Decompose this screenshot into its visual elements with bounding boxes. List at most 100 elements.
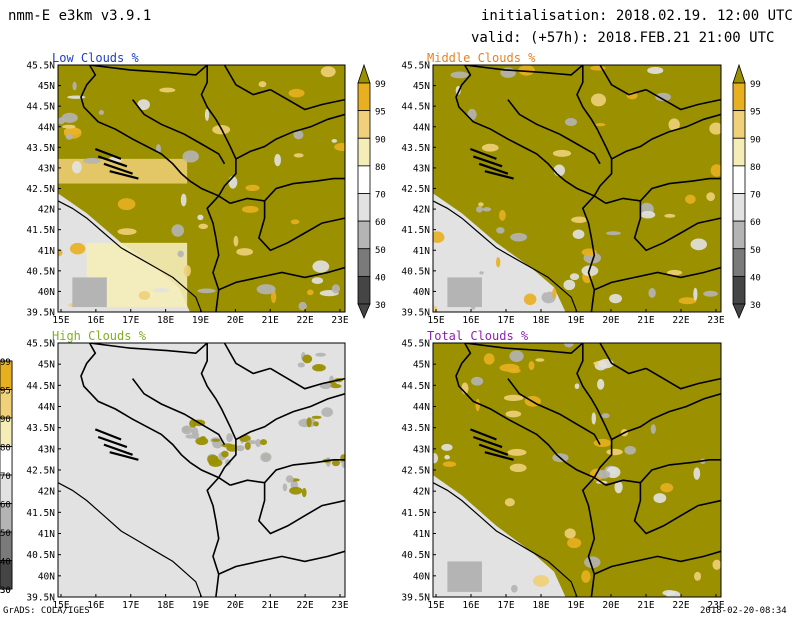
lat-label: 44.5N — [26, 102, 55, 113]
cloud-patch — [181, 425, 193, 435]
cloud-patch — [137, 99, 150, 111]
country-border — [229, 197, 345, 252]
cloud-patch — [508, 368, 521, 374]
cloud-patch — [481, 143, 499, 152]
cloud-patch — [601, 413, 610, 419]
cloud-patch — [83, 157, 101, 164]
island-outline — [94, 147, 122, 160]
colorbar-label: 40 — [375, 273, 386, 283]
country-border — [200, 343, 237, 478]
lat-label: 40N — [413, 571, 430, 582]
country-border — [80, 343, 191, 463]
lon-label: 20E — [602, 600, 619, 611]
lon-label: 21E — [637, 600, 654, 611]
island-outline — [94, 428, 122, 441]
lat-label: 39.5N — [26, 308, 55, 319]
cloud-patch — [597, 378, 605, 390]
cloud-patch — [293, 130, 304, 140]
colorbar-segment — [357, 82, 371, 112]
cloud-patch — [532, 574, 550, 587]
lat-label: 43.5N — [26, 143, 55, 154]
country-border — [645, 367, 721, 390]
cloud-patch — [433, 453, 439, 464]
cloud-patch — [236, 248, 254, 256]
colorbar-label: 50 — [750, 246, 761, 256]
colorbar: 99 95 90 80 70 60 50 40 30 — [357, 63, 386, 320]
cloud-patch — [581, 570, 591, 583]
cloud-patch — [331, 139, 338, 143]
cloud-patch — [450, 71, 469, 79]
island-outline — [103, 162, 133, 175]
lat-label: 41.5N — [26, 225, 55, 236]
lat-label: 39.5N — [401, 593, 430, 604]
colorbar-top-arrow — [732, 63, 746, 84]
colorbar-segment — [357, 193, 371, 222]
cloud-patch — [290, 219, 300, 225]
colorbar-segment — [0, 560, 13, 590]
lon-label: 19E — [192, 315, 209, 326]
colorbar-segment — [732, 275, 746, 305]
lat-label: 40N — [38, 287, 55, 298]
lat-label: 39.5N — [26, 593, 55, 604]
map-field — [433, 65, 721, 312]
coverage-band — [447, 561, 482, 592]
map-panel: Middle Clouds %45.5N 45N 44.5N 44N 43.5N 43N 4… — [401, 51, 760, 326]
cloud-patch — [471, 376, 484, 386]
island-outline — [97, 155, 128, 168]
country-border — [605, 479, 721, 535]
cloud-patch — [690, 238, 707, 251]
cloud-patch — [571, 216, 588, 223]
country-border — [565, 461, 607, 486]
coverage-band — [447, 277, 482, 308]
country-border — [218, 550, 345, 575]
lat-label: 44N — [413, 402, 430, 413]
cloud-patch — [260, 452, 272, 463]
colorbar-label: 70 — [750, 191, 761, 201]
lon-label: 18E — [532, 600, 549, 611]
cloud-patch — [159, 87, 176, 93]
country-border — [593, 266, 721, 291]
cloud-patch — [183, 265, 191, 277]
cloud-patch — [320, 66, 336, 78]
cloud-patch — [285, 475, 294, 483]
cloud-patch — [650, 424, 656, 434]
cloud-patch — [433, 305, 438, 312]
cloud-patch — [509, 463, 527, 473]
colorbar-label: 99 — [0, 358, 11, 368]
lon-label: 17E — [122, 600, 139, 611]
cloud-patch — [331, 284, 340, 294]
cloud-patch — [226, 433, 233, 443]
island-outline — [97, 435, 128, 449]
cloud-patch — [467, 108, 477, 121]
island-outline — [470, 147, 497, 160]
cloud-patch — [703, 290, 718, 297]
colorbar-label: 30 — [0, 586, 11, 596]
lon-label: 21E — [262, 315, 279, 326]
cloud-patch — [590, 93, 607, 107]
cloud-patch — [563, 279, 576, 291]
lat-label: 41N — [413, 529, 430, 540]
country-border — [581, 477, 596, 597]
lon-label: 17E — [122, 315, 139, 326]
lat-label: 43N — [38, 163, 55, 174]
cloud-patch — [478, 202, 484, 207]
cloud-patch — [668, 118, 680, 131]
cloud-patch — [712, 559, 721, 570]
cloud-patch — [67, 95, 86, 99]
country-border — [131, 99, 226, 165]
lon-label: 17E — [497, 600, 514, 611]
colorbar-bottom-arrow — [732, 303, 746, 320]
country-border — [80, 65, 191, 182]
cloud-patch — [301, 487, 307, 498]
cloud-patch — [504, 498, 515, 507]
colorbar-label: 70 — [375, 191, 386, 201]
cloud-patch — [476, 206, 483, 213]
cloud-patch — [662, 590, 676, 596]
lat-label: 42N — [413, 487, 430, 498]
colorbar-label: 60 — [750, 218, 761, 228]
country-border — [599, 343, 647, 375]
cloud-patch — [221, 443, 234, 448]
panel-title: Middle Clouds % — [427, 51, 536, 65]
cloud-patch — [197, 288, 216, 294]
cloud-patch — [503, 394, 524, 402]
